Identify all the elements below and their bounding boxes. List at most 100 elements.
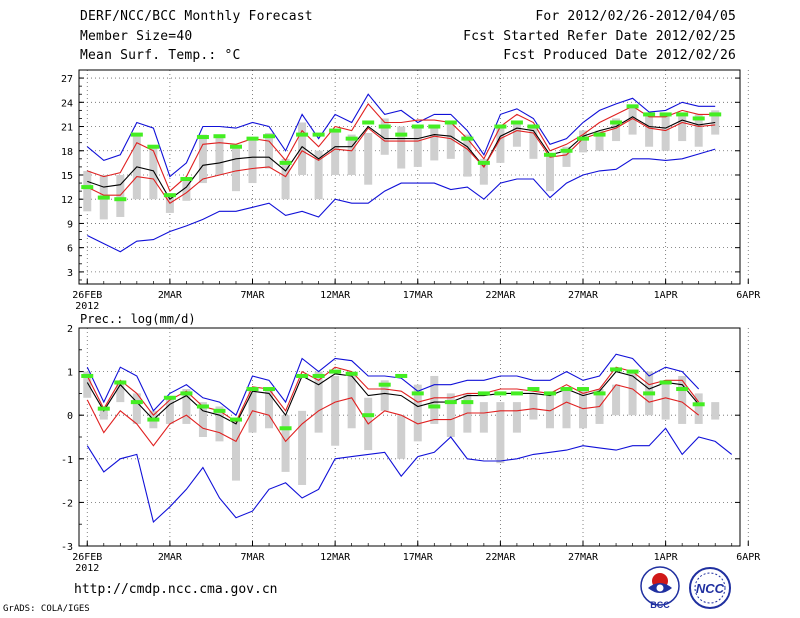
observed-marker [81,373,94,378]
observed-marker [263,387,276,392]
observed-marker [362,120,375,125]
observed-marker [643,112,656,117]
range-bar [694,393,703,424]
range-bar [446,122,455,159]
observed-marker [114,380,127,385]
observed-marker [229,417,242,422]
x-tick-label: 12MAR [320,552,351,563]
observed-marker [626,104,639,109]
range-bar [413,126,422,167]
observed-marker [229,144,242,149]
range-bar [248,138,257,184]
range-bar [661,114,670,151]
observed-marker [543,152,556,157]
observed-marker [296,373,309,378]
range-bar [215,134,224,175]
x-tick-label: 1APR [654,290,679,301]
x-year-label: 2012 [75,301,99,312]
observed-marker [213,134,226,139]
range-bar [579,130,588,153]
x-tick-label: 7MAR [240,552,265,563]
range-bar [281,415,290,472]
observed-marker [395,373,408,378]
y-tick-label: 18 [61,147,73,158]
range-bar [397,415,406,459]
series-line-max [86,353,700,417]
range-bar [678,375,687,424]
range-bar [298,122,307,175]
range-bar [479,158,488,185]
observed-marker [329,369,342,374]
ncc-logo-text: NCC [696,581,725,596]
observed-marker [296,132,309,137]
range-bar [83,371,92,398]
x-tick-label: 27MAR [568,290,599,301]
observed-marker [444,400,457,405]
x-tick-label: 7MAR [240,290,265,301]
observed-marker [163,193,176,198]
observed-marker [709,112,722,117]
observed-marker [279,426,292,431]
observed-marker [378,382,391,387]
observed-marker [130,132,143,137]
range-bar [628,106,637,135]
range-bar [116,380,125,403]
range-bar [265,389,274,429]
range-bar [198,134,207,184]
range-bar [182,389,191,424]
x-tick-label: 17MAR [403,552,434,563]
range-bar [678,114,687,142]
range-bar [612,118,621,142]
observed-marker [213,408,226,413]
observed-marker [692,402,705,407]
chart-title: DERF/NCC/BCC Monthly Forecast [80,9,313,24]
range-bar [512,122,521,147]
y-tick-label: 24 [61,98,73,109]
observed-marker [180,391,193,396]
range-bar [116,174,125,217]
observed-marker [494,391,507,396]
observed-marker [362,413,375,418]
range-bar [628,371,637,416]
observed-marker [378,124,391,129]
observed-marker [345,371,358,376]
observed-marker [196,135,209,140]
x-year-label: 2012 [75,563,99,574]
series-line-lower [86,384,700,447]
observed-marker [461,136,474,141]
range-bar [711,110,720,135]
observed-marker [577,136,590,141]
series-line-min [86,427,733,524]
observed-marker [643,391,656,396]
forecast-period-label: For 2012/02/26-2012/04/05 [535,9,736,24]
range-bar [149,146,158,200]
range-bar [562,389,571,429]
range-bar [165,195,174,213]
plot-frame [78,69,741,285]
range-bar [314,150,323,200]
range-bar [99,406,108,420]
series-line-max [86,93,716,178]
observed-marker [659,380,672,385]
observed-marker [560,148,573,153]
observed-marker [147,144,160,149]
observed-marker [626,369,639,374]
y-tick-label: 6 [67,244,73,255]
range-bar [711,402,720,420]
member-size-label: Member Size=40 [80,29,193,44]
observed-marker [428,404,441,409]
observed-marker [444,120,457,125]
range-bar [463,134,472,177]
y-tick-label: 1 [67,368,73,379]
observed-marker [461,400,474,405]
range-bar [331,130,340,175]
range-bar [132,393,141,424]
x-tick-label: 22MAR [485,290,516,301]
range-bar [479,402,488,433]
range-bar [645,114,654,147]
source-url[interactable]: http://cmdp.ncc.cma.gov.cn [74,582,278,597]
observed-marker [163,395,176,400]
observed-marker [676,112,689,117]
observed-marker [428,124,441,129]
observed-marker [196,404,209,409]
